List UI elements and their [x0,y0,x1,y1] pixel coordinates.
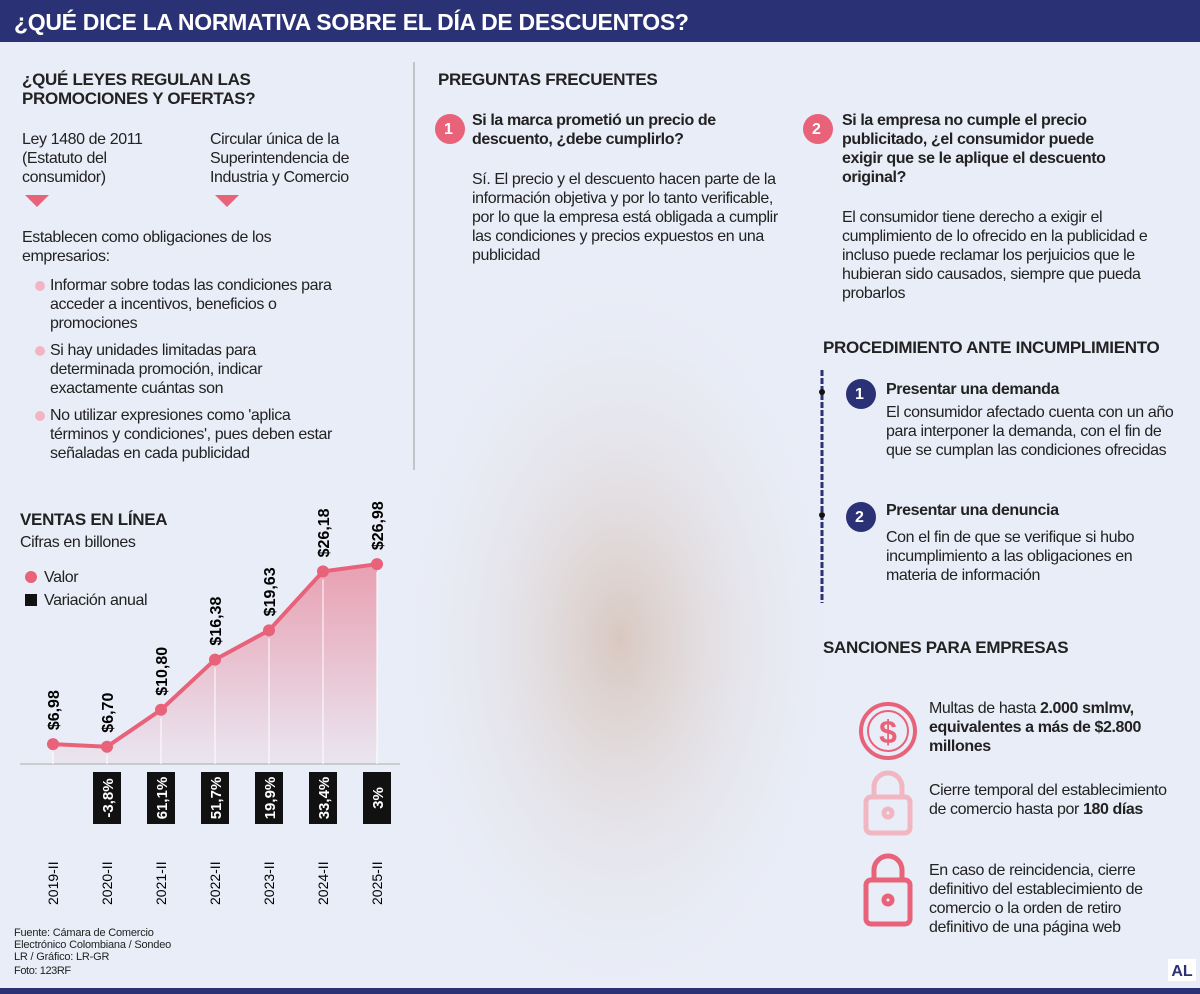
number-badge [803,114,833,144]
point [101,740,113,753]
point [47,738,59,751]
law: Ley 1480 de 2011 (Estatuto del consumido… [22,131,143,186]
variation-box [147,772,175,824]
obligation: No utilizar expresiones como 'aplica tér… [34,406,344,463]
chart: $6,98 2019-II $6,70 2020-II $10,80 2021-II $16… [45,501,391,905]
answer: El consumidor tiene derecho a exigir el … [842,209,1148,302]
point [155,703,167,716]
arrow [25,195,49,207]
value-label: $16,38 [208,597,225,646]
chart-subtitle: Cifras en billones [20,534,136,551]
logo-box [1168,959,1196,981]
obligation: Informar sobre todas las condiciones par… [34,276,344,333]
variation-box [363,772,391,824]
obligation: Si hay unidades limitadas para determina… [34,341,344,398]
sanction: Cierre temporal del establecimiento de c… [929,781,1169,819]
legend-label: Variación anual [44,592,148,609]
photo-placeholder [390,260,850,994]
photo-credit: Foto: 123RF [14,965,71,977]
variation-label: 19,9% [262,777,279,820]
value-label: $19,63 [262,567,279,616]
x-tick-label: 2021-II [153,861,169,905]
variation-box [309,772,337,824]
value-label: $26,18 [316,508,333,557]
chart-title: VENTAS EN LÍNEA [20,510,168,529]
variation-label: 61,1% [154,777,171,820]
point [209,653,221,666]
question: Si la empresa no cumple el precio public… [842,112,1106,186]
header-bar [0,0,1200,42]
legend-swatch [25,594,37,606]
step-text: Con el fin de que se verifique si hubo i… [886,529,1135,584]
law: Circular única de la Superintendencia de… [210,131,350,186]
badge-number: 2 [855,509,864,526]
text: Multas de hasta [929,700,1040,717]
text: Establecen como obligaciones de los empr… [22,229,272,265]
point [263,624,275,637]
answer: Sí. El precio y el descuento hacen parte… [472,171,778,264]
text: 180 días [1082,801,1143,818]
sanction: En caso de reincidencia, cierre definiti… [929,862,1143,936]
value-label: $6,70 [100,693,117,733]
logo: AL [1171,963,1193,980]
x-tick-label: 2023-II [261,861,277,905]
timeline-dot [819,512,825,518]
step-text: El consumidor afectado cuenta con un año… [886,404,1174,459]
value-label: $10,80 [154,647,171,696]
point [371,558,383,571]
x-tick-label: 2022-II [207,861,223,905]
number-badge [846,379,876,409]
obligations: Informar sobre todas las condiciones par… [34,276,344,471]
title: ¿QUÉ DICE LA NORMATIVA SOBRE EL DÍA DE D… [14,9,689,35]
step-title: Presentar una denuncia [886,502,1059,519]
lock-icon [863,853,913,927]
variation-box [255,772,283,824]
lock-icon [863,770,913,836]
timeline-dot [819,389,825,395]
legend-label: Valor [44,569,79,586]
variation-label: 33,4% [316,777,333,820]
section-title: ¿QUÉ LEYES REGULAN LAS PROMOCIONES Y OFE… [22,70,256,108]
section-title: PROCEDIMIENTO ANTE INCUMPLIMIENTO [823,338,1160,357]
number-badge [846,502,876,532]
x-tick-label: 2025-II [369,861,385,905]
variation-label: 51,7% [208,777,225,820]
badge-number: 2 [812,121,821,138]
arrow [215,195,239,207]
step-title: Presentar una demanda [886,381,1059,398]
dollar-icon: $ [859,702,917,760]
x-tick-label: 2020-II [99,861,115,905]
footer-bar [0,988,1200,994]
sanction: Multas de hasta 2.000 smlmv, equivalente… [929,699,1169,756]
badge-number: 1 [855,386,864,403]
text: 2.000 smlmv, equivalentes a más de $2.80… [929,700,1142,755]
variation-box [201,772,229,824]
text: Cierre temporal del establecimiento de c… [929,782,1167,818]
x-tick-label: 2019-II [45,861,61,905]
variation-label: 3% [370,787,387,809]
value-label: $6,98 [46,690,63,730]
variation-box [93,772,121,824]
point [317,565,329,578]
x-tick-label: 2024-II [315,861,331,905]
value-label: $26,98 [370,501,387,550]
section-title: PREGUNTAS FRECUENTES [438,70,658,89]
number-badge [435,114,465,144]
section-title: SANCIONES PARA EMPRESAS [823,638,1069,657]
badge-number: 1 [444,121,453,138]
legend-swatch [25,571,37,583]
svg-text:$: $ [879,714,897,750]
variation-label: -3,8% [100,778,117,817]
question: Si la marca prometió un precio de descue… [472,112,716,148]
source: Fuente: Cámara de Comercio Electrónico C… [14,927,172,963]
